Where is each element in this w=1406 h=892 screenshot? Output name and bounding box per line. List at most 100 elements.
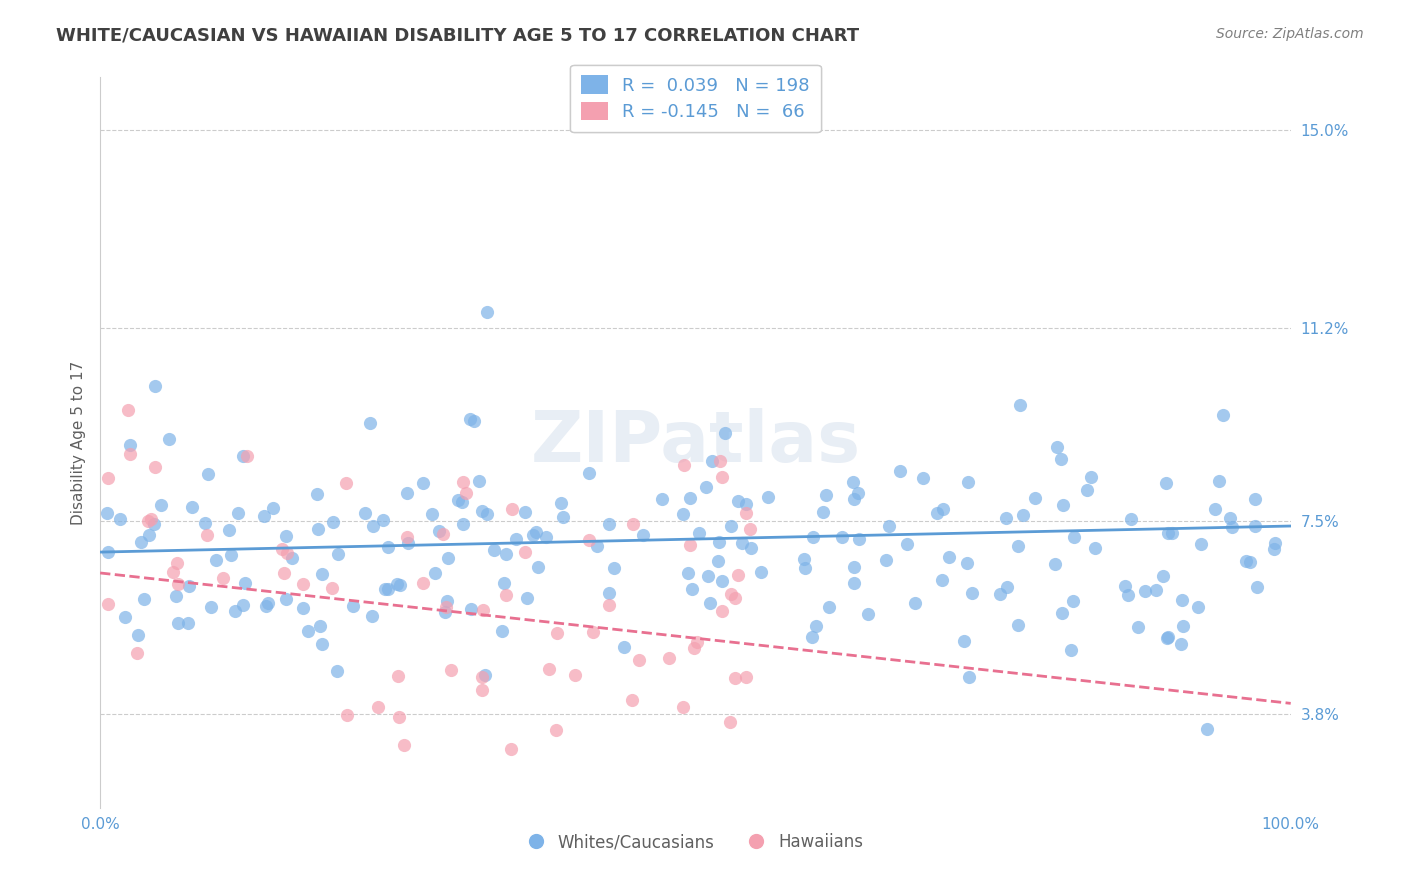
Point xyxy=(537,663,560,677)
Point xyxy=(846,486,869,500)
Point xyxy=(586,539,609,553)
Point xyxy=(499,742,522,756)
Point xyxy=(627,652,650,666)
Text: ZIPatlas: ZIPatlas xyxy=(530,408,860,477)
Point xyxy=(194,516,217,530)
Point xyxy=(143,516,166,531)
Point xyxy=(727,568,749,582)
Point xyxy=(813,505,835,519)
Point xyxy=(460,601,482,615)
Point xyxy=(875,553,897,567)
Point xyxy=(1146,583,1168,598)
Point xyxy=(495,547,517,561)
Point xyxy=(1208,474,1230,488)
Point xyxy=(672,700,695,714)
Point xyxy=(308,522,330,536)
Point xyxy=(714,426,737,441)
Point xyxy=(534,530,557,544)
Point xyxy=(727,493,749,508)
Point xyxy=(957,670,980,684)
Point xyxy=(471,683,494,698)
Point xyxy=(412,475,434,490)
Point xyxy=(274,592,297,607)
Point xyxy=(145,378,167,392)
Point xyxy=(132,592,155,607)
Point xyxy=(842,475,865,489)
Point xyxy=(291,577,314,591)
Point xyxy=(117,403,139,417)
Point xyxy=(1157,526,1180,541)
Point xyxy=(1157,630,1180,644)
Point xyxy=(724,591,747,606)
Point xyxy=(212,571,235,585)
Point xyxy=(434,599,457,614)
Point xyxy=(471,504,494,518)
Point xyxy=(434,605,457,619)
Point xyxy=(709,535,731,549)
Point xyxy=(676,566,699,580)
Point xyxy=(1234,554,1257,568)
Point xyxy=(578,467,600,481)
Point xyxy=(564,667,586,681)
Point xyxy=(96,506,118,520)
Point xyxy=(1189,536,1212,550)
Point xyxy=(1024,491,1046,505)
Point xyxy=(938,550,960,565)
Point xyxy=(524,524,547,539)
Point xyxy=(262,501,284,516)
Point xyxy=(1012,508,1035,522)
Point xyxy=(842,575,865,590)
Point xyxy=(162,565,184,579)
Point xyxy=(613,640,636,655)
Point xyxy=(1121,512,1143,526)
Point xyxy=(254,599,277,613)
Point xyxy=(440,663,463,677)
Point xyxy=(688,525,710,540)
Point xyxy=(195,528,218,542)
Point xyxy=(522,528,544,542)
Point xyxy=(1154,475,1177,490)
Point xyxy=(711,574,734,589)
Point xyxy=(994,511,1017,525)
Point xyxy=(311,566,333,581)
Point xyxy=(1063,530,1085,544)
Point xyxy=(695,480,717,494)
Point xyxy=(1170,636,1192,650)
Point xyxy=(516,591,538,605)
Point xyxy=(460,412,482,426)
Point xyxy=(513,505,536,519)
Point xyxy=(218,523,240,537)
Point xyxy=(1187,600,1209,615)
Point xyxy=(582,624,605,639)
Point xyxy=(1161,526,1184,541)
Point xyxy=(603,561,626,575)
Point xyxy=(177,579,200,593)
Point xyxy=(734,506,756,520)
Point xyxy=(1170,593,1192,607)
Point xyxy=(720,519,742,533)
Point xyxy=(273,566,295,580)
Point xyxy=(707,554,730,568)
Point xyxy=(544,723,567,737)
Point xyxy=(702,454,724,468)
Point xyxy=(205,553,228,567)
Point xyxy=(114,610,136,624)
Point xyxy=(321,581,343,595)
Point xyxy=(395,530,418,544)
Point xyxy=(495,588,517,602)
Point xyxy=(735,670,758,684)
Point xyxy=(1062,594,1084,608)
Point xyxy=(166,615,188,630)
Point xyxy=(709,454,731,468)
Point xyxy=(492,575,515,590)
Point xyxy=(1264,535,1286,549)
Point xyxy=(454,485,477,500)
Point xyxy=(631,528,654,542)
Point xyxy=(551,510,574,524)
Point xyxy=(1114,579,1136,593)
Point xyxy=(1008,398,1031,412)
Point xyxy=(621,516,644,531)
Point xyxy=(1263,542,1285,557)
Point xyxy=(957,475,980,489)
Point xyxy=(325,664,347,678)
